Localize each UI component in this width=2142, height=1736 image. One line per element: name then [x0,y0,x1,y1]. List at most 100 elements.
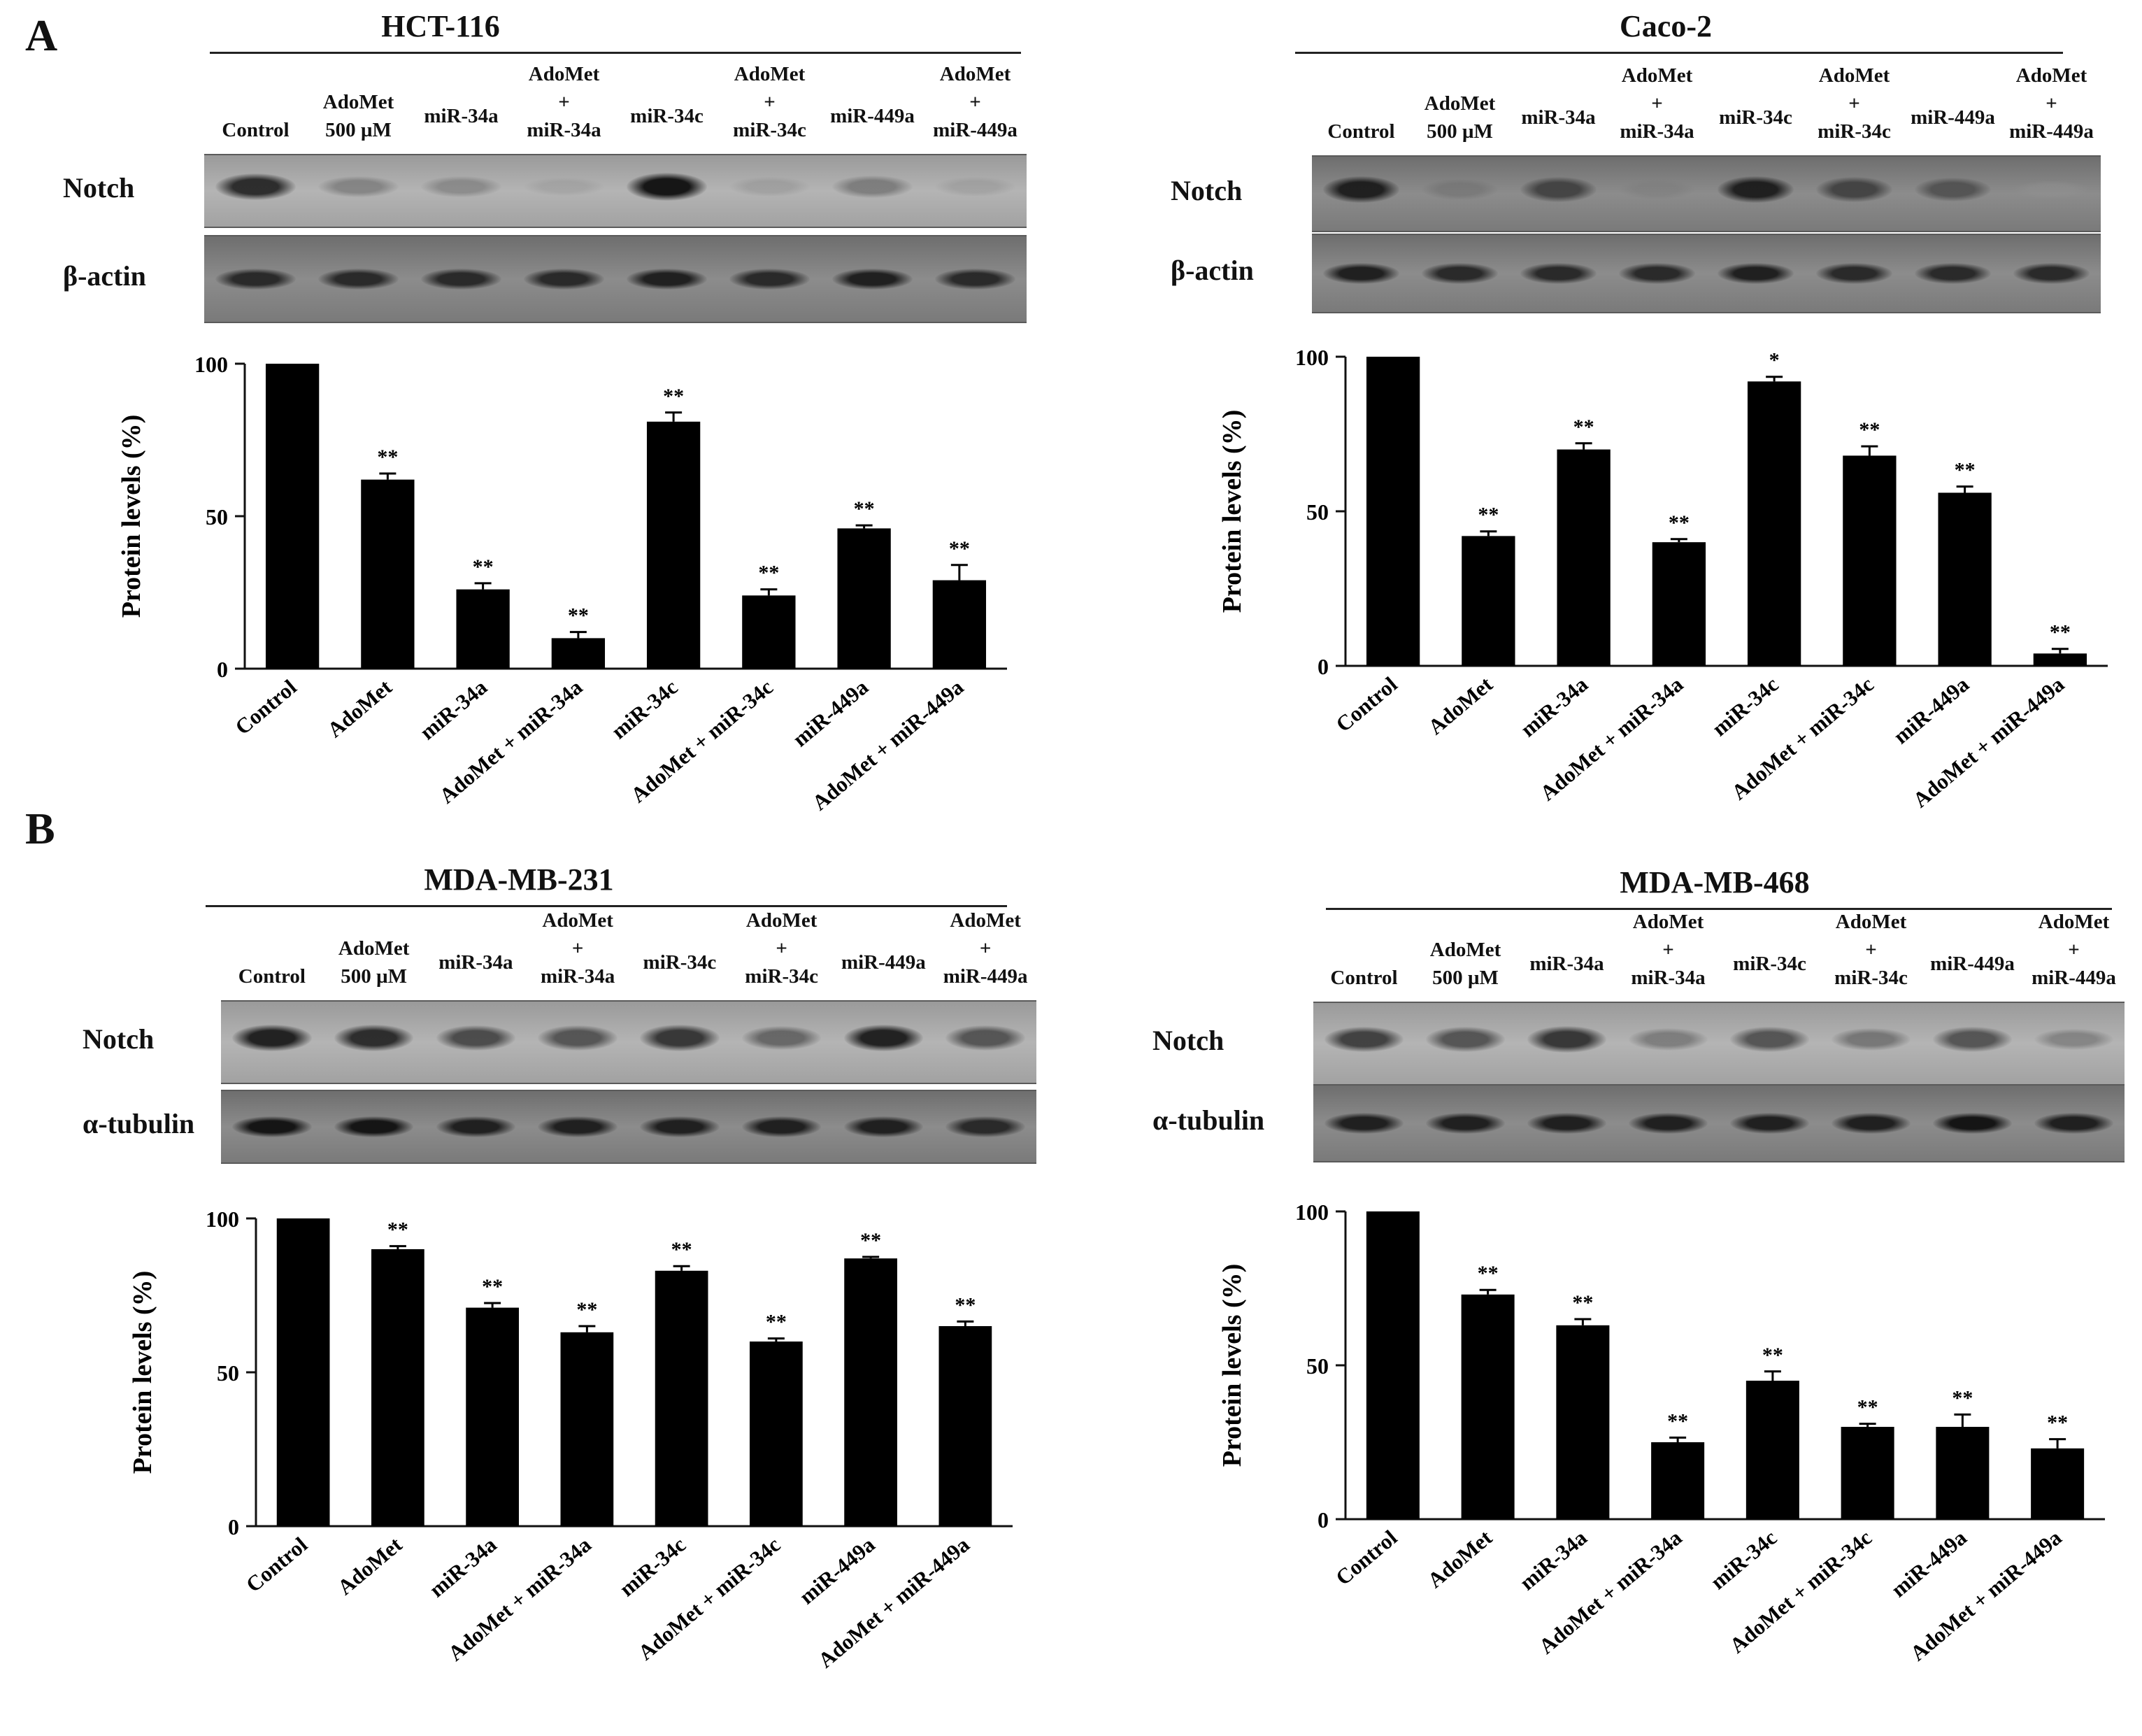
caco2-bar [1366,357,1420,666]
mdamb468-blot-band [1324,1113,1404,1134]
caco2-blot-label-loading-control: β-actin [1171,255,1254,286]
mdamb468-bar [1366,1211,1420,1519]
mdamb468-x-tick-label: Control [1331,1525,1402,1590]
mdamb231-bar [466,1307,519,1526]
hct116-lane-label-line: + [969,91,981,113]
mdamb231-blot-band [436,1116,516,1137]
caco2-lane-label-line: miR-34c [1719,106,1792,129]
mdamb468-lane-label-line: AdoMet [1835,911,1907,933]
hct116-lane-label-line: AdoMet [322,91,394,113]
caco2-lane-label: miR-34c [1719,104,1792,131]
hct116-blot-band [935,269,1015,290]
mdamb468-lane-label: miR-449a [1930,950,2015,978]
hct116-bar [361,479,415,669]
hct116-bar [837,528,891,669]
mdamb231-blot-band [640,1025,720,1051]
mdamb468-lane-label-line: miR-34c [1834,967,1908,989]
mdamb231-blot-band [232,1024,312,1052]
hct116-blot-band [318,269,399,290]
caco2-lane-label: miR-34a [1521,104,1595,131]
mdamb231-significance-label: ** [766,1311,787,1334]
hct116-blot-band [215,173,296,200]
caco2-blot-band [2013,263,2090,284]
caco2-blot-notch [1312,155,2101,232]
caco2-lane-label-line: 500 µM [1427,120,1493,143]
hct116-title-rule [210,52,1021,54]
hct116-significance-label: ** [663,385,684,408]
hct116-lane-label-line: miR-34a [527,119,601,141]
mdamb231-lane-label-line: miR-34a [540,965,615,988]
caco2-lane-label: AdoMet + miR-34a [1620,62,1694,145]
caco2-lane-label: AdoMet 500 µM [1425,90,1495,145]
mdamb231-blot-notch [221,1000,1036,1084]
caco2-lane-label-line: AdoMet [2015,64,2087,87]
hct116-y-tick-label: 100 [194,352,228,377]
caco2-lane-label: miR-449a [1911,104,1995,131]
mdamb231-lane-label: AdoMet + miR-34a [541,906,615,990]
hct116-significance-label: ** [949,537,970,560]
hct116-significance-label: ** [568,604,589,627]
mdamb231-bar [655,1270,708,1526]
mdamb231-blot-band [843,1024,924,1052]
hct116-lane-label-line: miR-34a [424,105,499,127]
hct116-title: HCT-116 [381,9,500,43]
mdamb231-x-tick-label: miR-449a [794,1532,880,1609]
mdamb468-blot-band [1831,1027,1911,1051]
mdamb468-blot-label-loading-control: α-tubulin [1152,1104,1265,1136]
caco2-lane-label-line: AdoMet [1424,92,1496,115]
hct116-bar [742,595,796,669]
hct116-x-tick-label: miR-34c [606,675,682,744]
hct116-lane-label: miR-34a [424,102,498,130]
hct116-blot-band [729,177,810,197]
caco2-lane-label-line: + [1848,92,1860,115]
mdamb231-x-tick-label: Control [241,1532,313,1597]
mdamb468-lane-label-line: + [1865,939,1877,961]
caco2-significance-label: ** [1859,418,1880,441]
caco2-significance-label: ** [1573,415,1594,439]
mdamb231-blot-band [741,1116,822,1137]
mdamb231-lane-label-line: AdoMet [950,909,1021,932]
caco2-blot-band [1421,263,1499,284]
mdamb468-title-rule [1326,908,2112,910]
mdamb468-bar-chart: 0 50 100 Protein levels (%) Control ** AdoMet *… [1218,1200,2105,1665]
mdamb231-blot-band [334,1116,414,1137]
mdamb231-lane-label: miR-449a [841,948,926,976]
mdamb231-lane-label-line: miR-34c [643,951,717,974]
mdamb231-x-tick-label: AdoMet + miR-449a [813,1532,974,1672]
caco2-lane-label-line: miR-34a [1521,106,1596,129]
mdamb468-lane-label: miR-34c [1733,950,1806,978]
caco2-bar [1747,381,1801,666]
mdamb231-bar [938,1326,992,1526]
hct116-lane-label-line: miR-449a [933,119,1018,141]
mdamb468-lane-label: Control [1330,964,1397,992]
mdamb231-significance-label: ** [955,1293,976,1316]
caco2-blot-band [1815,177,1893,202]
caco2-blot-band [1421,178,1499,201]
mdamb231-blot-band [945,1116,1025,1137]
mdamb468-blot-band [1425,1113,1506,1134]
mdamb231-lane-label-line: + [776,937,787,960]
mdamb231-lane-label: AdoMet + miR-449a [943,906,1028,990]
mdamb468-blot-band [1932,1027,2013,1052]
mdamb468-bar [2031,1448,2085,1519]
caco2-blot-band [1520,263,1597,284]
mdamb231-bar-chart: 0 50 100 Protein levels (%) Control ** AdoMet *… [128,1207,1013,1672]
mdamb468-x-tick-label: AdoMet + miR-449a [1906,1525,2066,1665]
hct116-blot-band [832,269,913,290]
mdamb231-blot-band [334,1025,414,1051]
caco2-significance-label: ** [1478,504,1499,527]
hct116-lane-label: AdoMet + miR-34a [527,60,601,144]
mdamb468-significance-label: ** [1762,1344,1783,1367]
mdamb468-blot-band [1324,1026,1404,1053]
mdamb468-lane-label-line: AdoMet [1632,911,1704,933]
caco2-lane-label: Control [1327,118,1394,145]
hct116-lane-label-line: AdoMet [939,63,1011,85]
caco2-lane-label-line: + [2045,92,2057,115]
caco2-blot-band [1717,176,1794,204]
mdamb231-lane-label-line: AdoMet [542,909,613,932]
mdamb468-lane-label-line: + [1662,939,1674,961]
caco2-blot-band [1322,263,1400,284]
mdamb468-blot-band [1729,1113,1810,1134]
mdamb231-bar [750,1342,803,1526]
hct116-lane-label-line: AdoMet [734,63,806,85]
